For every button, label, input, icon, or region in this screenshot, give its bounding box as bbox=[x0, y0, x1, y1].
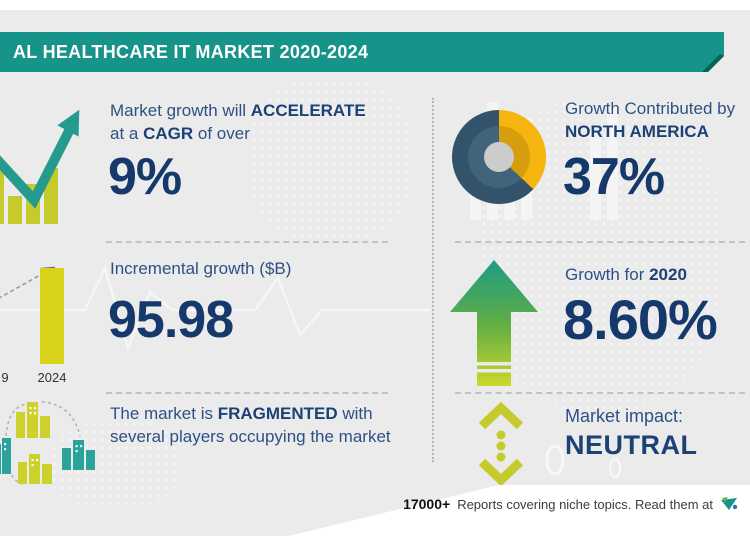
divider bbox=[106, 392, 388, 394]
region-contribution-value: 37% bbox=[563, 148, 665, 206]
map-dots-decoration bbox=[250, 80, 410, 240]
divider bbox=[455, 392, 745, 394]
incremental-growth-value: 95.98 bbox=[108, 291, 234, 349]
page-title: AL HEALTHCARE IT MARKET 2020-2024 bbox=[13, 42, 369, 62]
region-contribution-text: Growth Contributed by bbox=[565, 99, 736, 118]
incremental-growth-label: Incremental growth ($B) bbox=[110, 259, 292, 278]
growth-statement: Market growth will ACCELERATE at a CAGR … bbox=[110, 99, 410, 145]
growth-2020-year: 2020 bbox=[649, 265, 687, 284]
growth-text: Market growth will bbox=[110, 101, 251, 120]
ekg-line-decoration bbox=[0, 264, 430, 352]
fragmented-statement: The market is FRAGMENTED with several pl… bbox=[110, 402, 416, 448]
growth-2020-label: Growth for 2020 bbox=[565, 263, 750, 286]
market-impact-icon bbox=[478, 401, 524, 487]
reports-count: 17000+ bbox=[403, 496, 451, 512]
fragmented-text2: with several players occupying the marke… bbox=[110, 404, 391, 446]
year-2024-label: 2024 bbox=[38, 370, 67, 385]
donut-chart bbox=[452, 110, 546, 204]
growth-2020-value: 8.60% bbox=[563, 288, 718, 351]
growth-2020-text: Growth for bbox=[565, 265, 650, 284]
fragmented-text: The market is bbox=[110, 404, 218, 423]
reports-text: Reports covering niche topics. Read them… bbox=[457, 496, 713, 512]
cagr-label: CAGR bbox=[143, 124, 194, 143]
market-impact-label: Market impact: bbox=[565, 406, 684, 426]
fragmented-label: FRAGMENTED bbox=[217, 404, 338, 423]
up-arrow-icon bbox=[450, 260, 538, 386]
technavio-logo-icon bbox=[721, 496, 738, 510]
map-dots-decoration bbox=[50, 420, 180, 510]
growth-text3: of over bbox=[193, 124, 250, 143]
incremental-growth-icon: 9 2024 bbox=[0, 266, 67, 385]
column-divider bbox=[432, 98, 434, 462]
year-2019-label: 9 bbox=[1, 370, 8, 385]
fragmented-market-icon bbox=[0, 401, 95, 485]
growth-chart-icon bbox=[0, 109, 80, 224]
footer-note: 17000+ Reports covering niche topics. Re… bbox=[403, 496, 738, 512]
content-background bbox=[0, 10, 750, 536]
growth-accelerate-label: ACCELERATE bbox=[250, 101, 366, 120]
cagr-value: 9% bbox=[108, 148, 182, 206]
divider bbox=[455, 241, 745, 243]
region-name: NORTH AMERICA bbox=[565, 122, 709, 141]
circles-decoration bbox=[545, 444, 622, 479]
market-impact-value: NEUTRAL bbox=[565, 430, 698, 460]
divider bbox=[106, 241, 388, 243]
region-contribution-label: Growth Contributed by NORTH AMERICA bbox=[565, 97, 750, 143]
growth-text2: at a bbox=[110, 124, 144, 143]
title-banner bbox=[0, 32, 724, 72]
